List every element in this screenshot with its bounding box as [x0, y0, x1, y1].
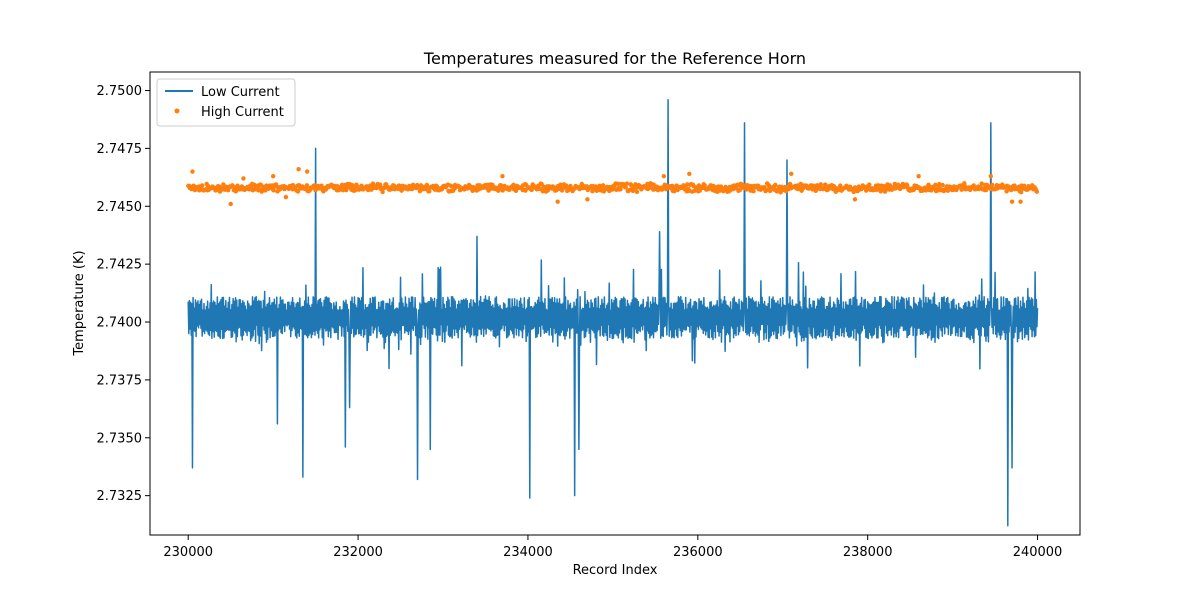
scatter-point-high-current-outlier	[270, 173, 276, 179]
axes-frame	[149, 71, 1081, 536]
scatter-point-high-current-outlier	[283, 194, 289, 200]
scatter-point-high-current	[933, 182, 938, 187]
scatter-point-high-current	[751, 189, 756, 194]
y-axis: 2.7325 2.7350 2.7375 2.7400 2.7425 2.7450 2.74…	[97, 84, 150, 504]
scatter-point-high-current	[702, 183, 707, 188]
scatter-point-high-current-outlier	[1009, 199, 1015, 204]
scatter-point-high-current-outlier	[500, 173, 505, 179]
scatter-point-high-current	[979, 181, 984, 186]
scatter-point-high-current	[798, 181, 803, 187]
scatter-point-high-current-outlier	[789, 171, 794, 177]
scatter-point-high-current-outlier	[852, 197, 858, 202]
scatter-point-high-current	[618, 187, 623, 192]
scatter-point-high-current-outlier	[190, 169, 195, 174]
plot-data-group	[186, 99, 1040, 527]
scatter-point-high-current-outlier	[228, 201, 233, 207]
x-axis-label: Record Index	[573, 563, 658, 578]
y-tick-label: 2.7375	[97, 373, 143, 388]
scatter-point-high-current	[940, 182, 945, 188]
x-axis: 230000 232000 234000 236000 238000 240000	[163, 535, 1062, 560]
legend: Low Current High Current	[156, 78, 296, 127]
y-tick-label: 2.7400	[97, 316, 143, 331]
scatter-point-high-current-outlier	[687, 171, 692, 177]
scatter-point-high-current	[233, 189, 238, 194]
scatter-point-high-current-outlier	[585, 197, 590, 202]
scatter-point-high-current	[418, 183, 424, 188]
x-tick-label: 238000	[843, 545, 893, 560]
y-tick-label: 2.7325	[97, 489, 143, 504]
scatter-point-high-current	[295, 189, 301, 194]
y-tick-label: 2.7450	[97, 200, 143, 215]
scatter-point-high-current	[427, 189, 432, 194]
y-tick-label: 2.7475	[97, 142, 143, 157]
y-axis-label: Temperature (K)	[72, 250, 87, 356]
scatter-point-high-current	[697, 188, 702, 193]
scatter-point-high-current	[370, 181, 376, 186]
y-tick-label: 2.7500	[97, 84, 143, 99]
scatter-point-high-current-outlier	[241, 176, 246, 181]
scatter-point-high-current	[937, 181, 942, 187]
scatter-point-high-current	[634, 189, 640, 195]
scatter-point-high-current	[579, 181, 585, 187]
x-tick-label: 230000	[163, 545, 213, 560]
x-tick-label: 234000	[503, 545, 553, 560]
scatter-point-high-current	[529, 187, 534, 193]
scatter-point-high-current-outlier	[661, 173, 667, 179]
chart-title: Temperatures measured for the Reference …	[423, 49, 806, 68]
series-line-low-current	[187, 99, 1039, 527]
scatter-point-high-current	[600, 183, 606, 188]
scatter-point-high-current-outlier	[555, 199, 560, 204]
scatter-point-high-current	[818, 182, 824, 187]
scatter-point-high-current	[340, 187, 346, 193]
scatter-point-high-current	[615, 181, 621, 187]
scatter-point-high-current	[1018, 190, 1024, 195]
y-tick-label: 2.7425	[97, 258, 143, 273]
scatter-point-high-current	[256, 186, 262, 191]
scatter-point-high-current	[1034, 189, 1040, 194]
scatter-point-high-current	[558, 182, 563, 187]
legend-label-high-current: High Current	[201, 105, 284, 120]
scatter-point-high-current-outlier	[1018, 199, 1023, 204]
scatter-point-high-current	[271, 188, 276, 193]
scatter-point-high-current	[304, 183, 310, 188]
legend-marker-high-current	[174, 108, 180, 114]
scatter-point-high-current	[773, 182, 778, 188]
scatter-point-high-current-outlier	[296, 167, 301, 172]
x-tick-label: 236000	[673, 545, 723, 560]
scatter-point-high-current	[199, 183, 205, 188]
scatter-point-high-current	[867, 182, 872, 187]
scatter-point-high-current	[380, 189, 385, 195]
scatter-point-high-current-outlier	[304, 169, 310, 174]
x-tick-label: 232000	[333, 545, 383, 560]
scatter-point-high-current	[823, 182, 828, 188]
scatter-point-high-current	[838, 183, 843, 188]
scatter-point-high-current	[990, 182, 995, 188]
scatter-point-high-current	[1009, 187, 1014, 193]
y-tick-label: 2.7350	[97, 431, 143, 446]
scatter-point-high-current-outlier	[916, 173, 921, 179]
scatter-point-high-current-outlier	[988, 173, 994, 179]
scatter-point-high-current	[813, 188, 818, 193]
scatter-point-high-current	[623, 185, 628, 190]
x-tick-label: 240000	[1013, 545, 1063, 560]
legend-label-low-current: Low Current	[201, 85, 280, 100]
scatter-point-high-current	[624, 181, 630, 186]
